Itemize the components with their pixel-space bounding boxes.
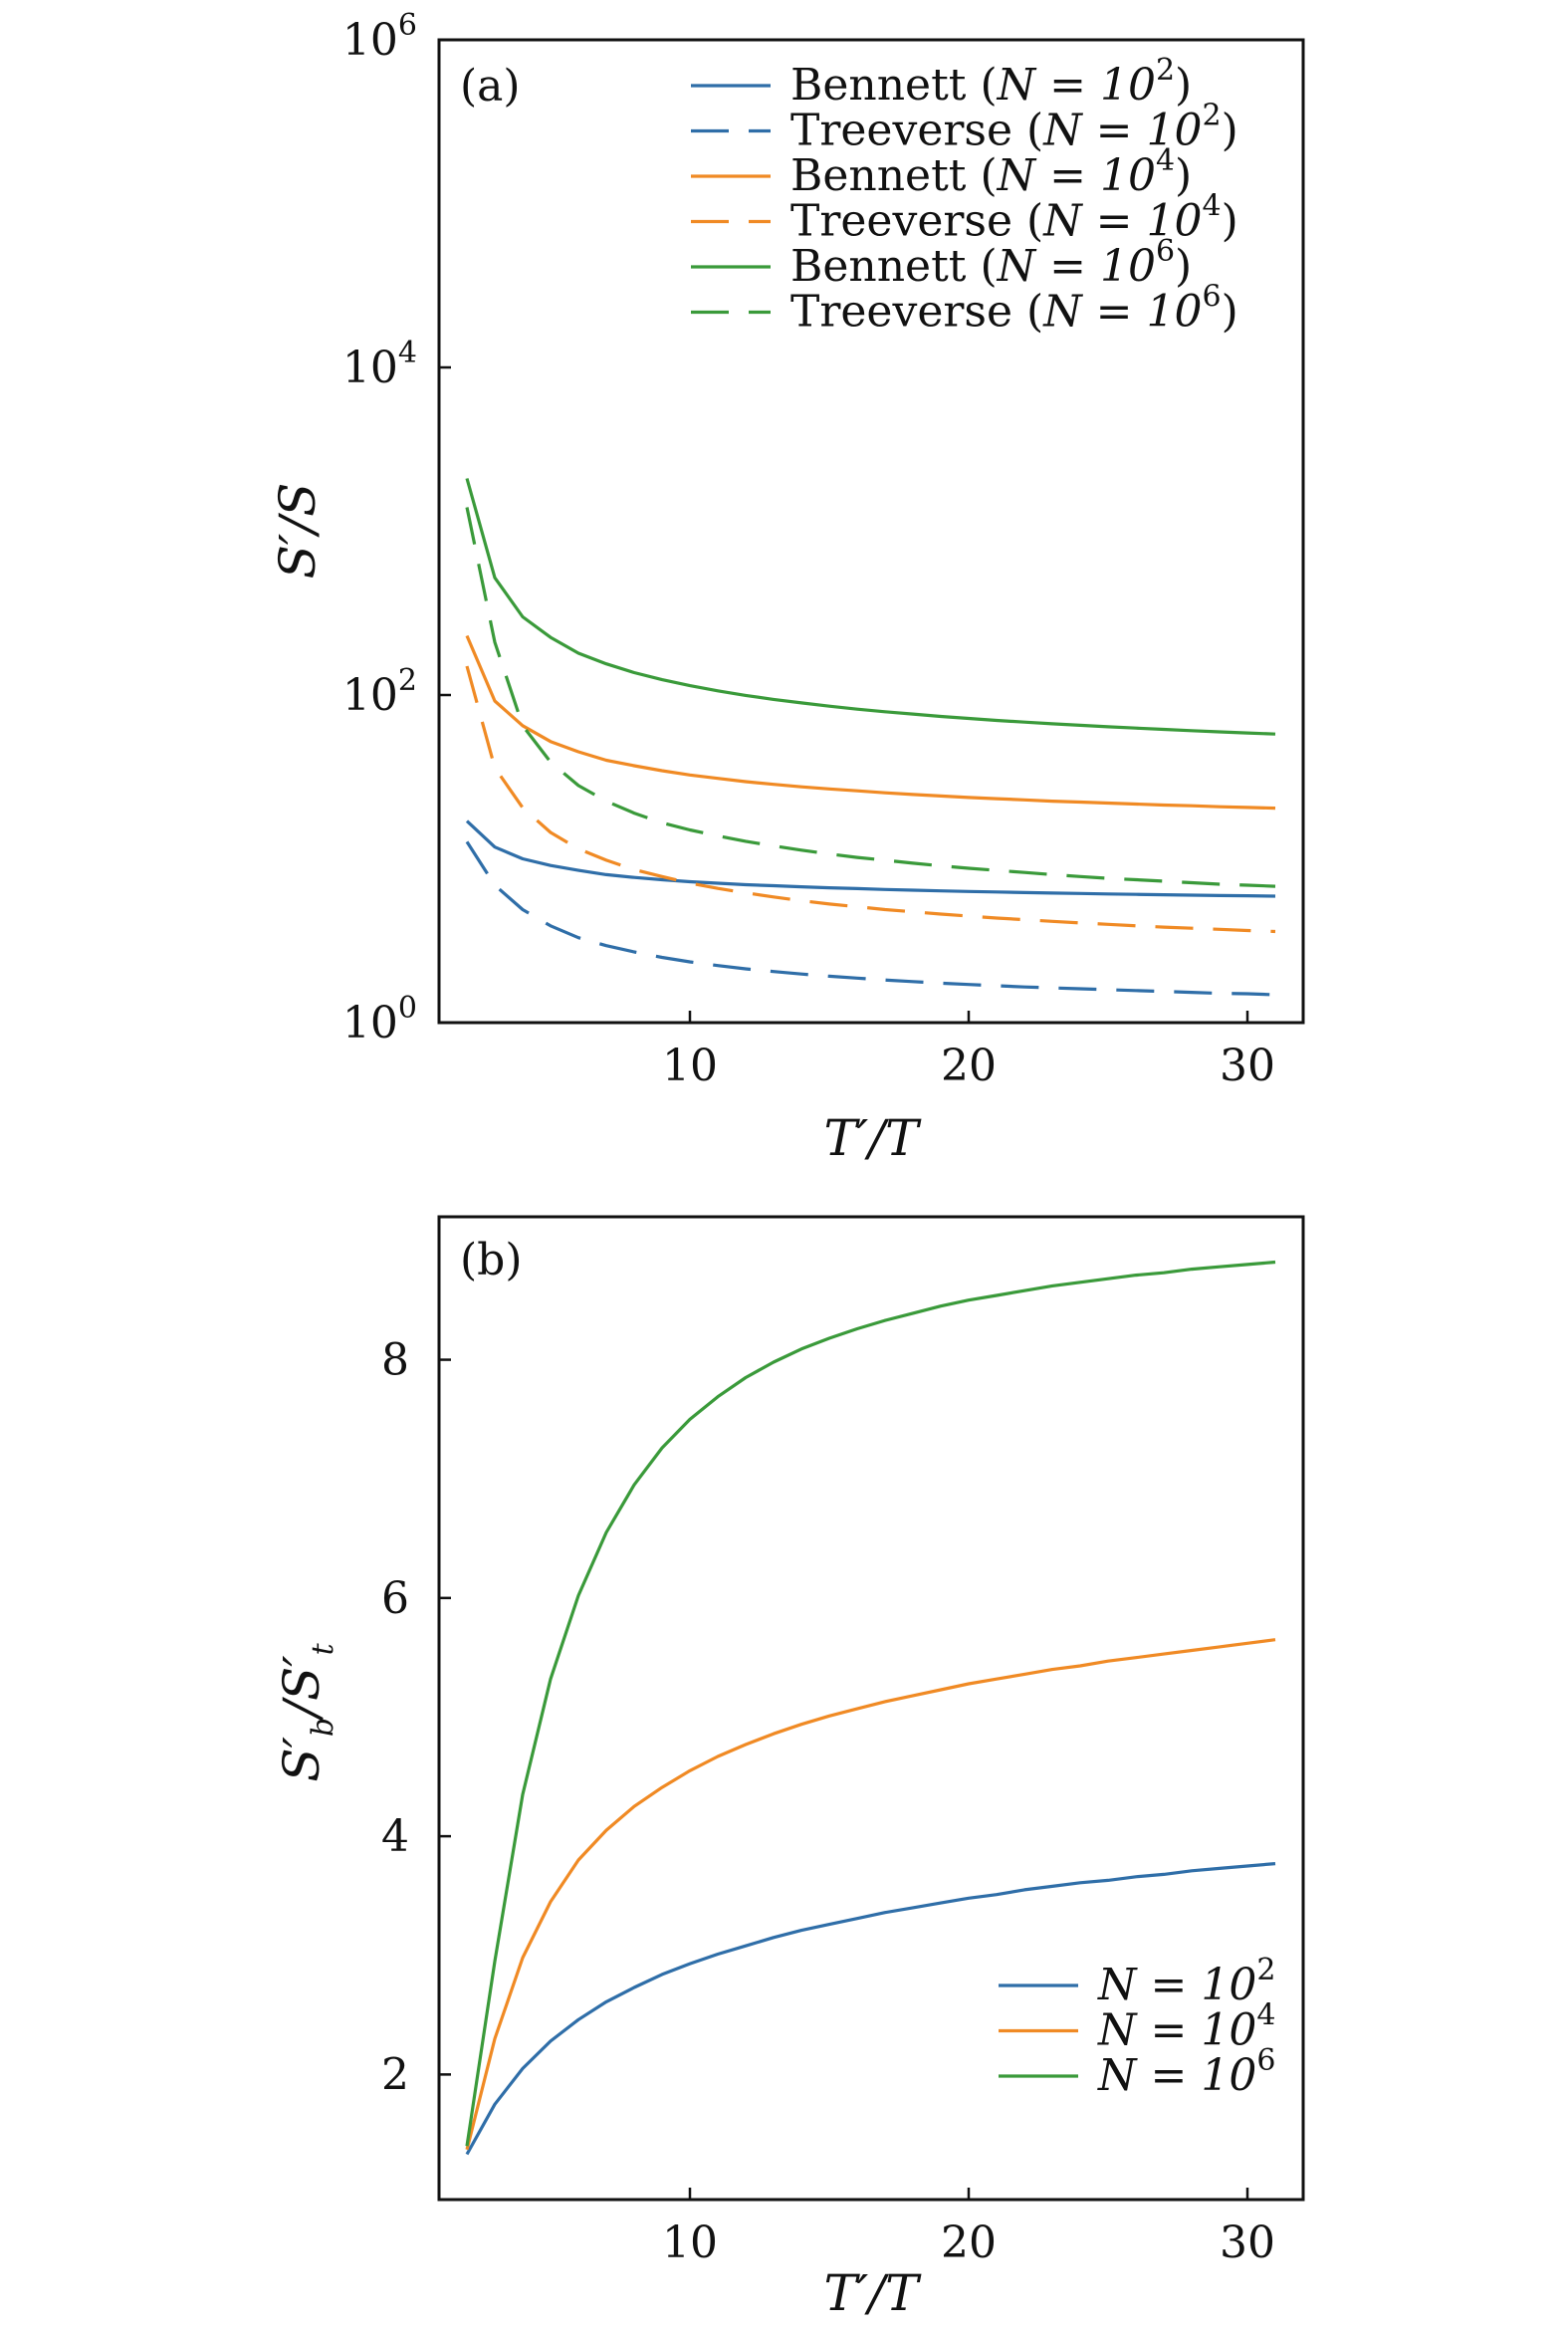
panel-a-legend-label: Treeverse (N = 106) [790, 280, 1238, 338]
panel-a-legend: Bennett (N = 102)Treeverse (N = 102)Bennet… [691, 53, 1238, 338]
panel-a-lines [465, 478, 1276, 997]
panel-b-y-tick-label: 4 [381, 1811, 409, 1862]
panel-a-series-bennett-n6 [465, 478, 1276, 736]
panel-b-y-axis-label: S′b/S′t [273, 1642, 340, 1781]
panel-b-legend-label: N = 102 [1097, 1953, 1275, 2010]
panel-b-frame [437, 1215, 1305, 2202]
panel-a-y-tick-label: 100 [342, 991, 417, 1049]
panel-a-legend-label: Bennett (N = 102) [790, 53, 1192, 111]
panel-b-x-ticks: 10 20 30 [662, 2188, 1275, 2268]
panel-a-series-bennett-n4 [465, 634, 1276, 811]
panel-a-y-ticks: 100 102 104 106 [342, 8, 451, 1049]
panel-a-x-ticks: 10 20 30 [662, 1011, 1275, 1091]
panel-a-series-bennett-n2 [465, 819, 1276, 898]
panel-b-y-tick-label: 6 [381, 1573, 409, 1624]
panel-a-y-tick-label: 102 [342, 663, 417, 721]
panel-b-y-ticks: 2 4 6 8 [381, 1335, 451, 2100]
panel-b-series-n4 [465, 1638, 1276, 2151]
panel-a-x-axis-label: T′/T [824, 1109, 923, 1167]
panel-a-legend-label: Bennett (N = 106) [790, 234, 1192, 292]
panel-a: (a) 10 20 30 100 102 104 106 T′/T S′/S Bennet… [269, 8, 1305, 1167]
panel-b-legend-label: N = 104 [1097, 1998, 1275, 2056]
panel-b-x-tick-label: 10 [662, 2217, 718, 2268]
panel-b-legend-label: N = 106 [1097, 2043, 1275, 2101]
panel-b-series-n6 [465, 1260, 1276, 2147]
panel-a-y-tick-label: 106 [342, 8, 417, 66]
panel-b-x-tick-label: 30 [1220, 2217, 1275, 2268]
panel-a-legend-label: Bennett (N = 104) [790, 143, 1192, 201]
panel-a-legend-label: Treeverse (N = 102) [790, 99, 1238, 156]
panel-b-lines [465, 1260, 1276, 2156]
panel-a-series-treeverse-n2 [465, 840, 1276, 997]
panel-a-x-tick-label: 10 [662, 1041, 718, 1091]
panel-b-label: (b) [460, 1235, 523, 1285]
panel-a-legend-label: Treeverse (N = 104) [790, 189, 1238, 247]
panel-a-x-tick-label: 20 [941, 1041, 997, 1091]
panel-a-series-treeverse-n4 [465, 665, 1276, 934]
panel-b-x-axis-label: T′/T [824, 2264, 923, 2322]
panel-a-frame [437, 38, 1305, 1025]
panel-a-y-axis-label: S′/S [269, 483, 327, 580]
panel-b-y-tick-label: 8 [381, 1335, 409, 1386]
panel-a-series-treeverse-n6 [465, 507, 1276, 888]
panel-b-series-n2 [465, 1862, 1276, 2156]
panel-b-x-tick-label: 20 [941, 2217, 997, 2268]
panel-a-y-tick-label: 104 [342, 336, 417, 393]
panel-a-x-tick-label: 30 [1220, 1041, 1275, 1091]
panel-a-label: (a) [460, 61, 521, 112]
panel-b-y-tick-label: 2 [381, 2049, 409, 2100]
